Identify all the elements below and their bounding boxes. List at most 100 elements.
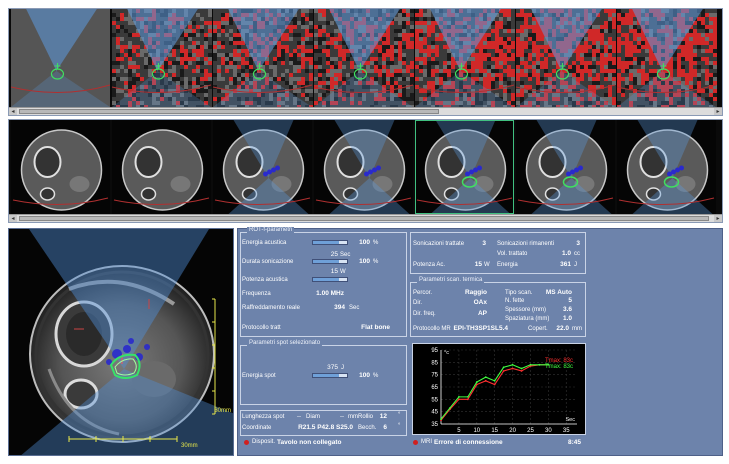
scroll-left-icon[interactable]: ◂	[9, 108, 17, 115]
diam-unit: mm	[348, 414, 358, 420]
durata-above-value: 25	[330, 251, 338, 258]
potenza-ac-unit: W	[484, 262, 490, 268]
potenza-acustica-label: Potenza acustica	[242, 277, 288, 283]
durata-above-unit: Sec	[340, 252, 351, 258]
anatomy-thumbnail[interactable]	[11, 120, 110, 214]
protocollo-mr-label: Protocollo MR	[413, 326, 451, 332]
data-point	[484, 376, 487, 379]
data-point	[475, 381, 478, 383]
thermal-map-thumbnails[interactable]	[9, 9, 722, 107]
y-tick-label: 65	[431, 385, 438, 391]
becch-value: 6	[383, 424, 387, 431]
anatomy-thumbnail[interactable]	[213, 120, 312, 214]
y-tick-label: 95	[431, 348, 438, 354]
anatomy-thumbnail[interactable]	[516, 120, 615, 214]
durata-sonicazione-slider[interactable]	[312, 259, 348, 264]
data-point	[449, 407, 451, 409]
copert-unit: mm	[572, 326, 582, 332]
protocollo-mr-value: EPI-TH3SP1SL5.4	[453, 325, 508, 332]
anatomy-thumbnail[interactable]	[415, 120, 514, 214]
energia-spot-above-value: 375	[327, 364, 338, 371]
dir-label: Dir.	[413, 300, 422, 306]
spaziatura-label: Spaziatura (mm)	[505, 316, 550, 322]
energia-label: Energia	[497, 262, 518, 268]
y-tick-label: 45	[431, 410, 438, 416]
thermal-thumbnail[interactable]	[414, 9, 515, 107]
durata-sonicazione-value: 100	[359, 258, 370, 265]
scroll-left-icon[interactable]: ◂	[9, 215, 17, 222]
group-title: Parametri scan. termica	[417, 277, 485, 283]
scale-label-horizontal: 30mm	[181, 443, 198, 449]
thermal-strip-scrollbar[interactable]: ◂ ▸	[9, 107, 722, 115]
vol-trattato-unit: cc	[574, 251, 580, 257]
scroll-right-icon[interactable]: ▸	[714, 108, 722, 115]
energia-acustica-slider[interactable]	[312, 240, 348, 245]
legend-entry: Tmax: 83c	[545, 364, 573, 370]
y-tick-label: 75	[431, 373, 438, 379]
x-tick-label: 30	[545, 428, 552, 434]
scroll-thumb[interactable]	[19, 109, 439, 114]
thermal-thumbnail[interactable]	[616, 9, 717, 107]
spessore-value: 3.6	[562, 306, 572, 313]
potenza-acustica-slider[interactable]	[312, 277, 348, 282]
thermal-thumbnail[interactable]	[313, 9, 414, 107]
data-point	[493, 383, 496, 386]
anatomy-thumbnail[interactable]	[617, 120, 716, 214]
temperature-chart-plot: 35 45 55 65 75 85 95 5 10 15 20 25 30 35 °c Sec Tmax: 83…	[431, 348, 577, 434]
thermal-thumbnail[interactable]	[111, 9, 212, 107]
main-mr-view[interactable]: 30mm 30mm	[8, 228, 234, 456]
energia-spot-above-unit: J	[341, 365, 344, 371]
y-axis-label: °c	[444, 350, 449, 356]
data-point	[493, 379, 496, 382]
frequenza-label: Frequenza	[242, 291, 271, 297]
scale-label-vertical: 30mm	[214, 408, 231, 414]
data-point	[457, 398, 460, 401]
beam-cone-top	[29, 229, 209, 369]
mri-status-icon	[413, 440, 418, 445]
data-point	[529, 365, 532, 367]
scroll-thumb[interactable]	[19, 216, 709, 221]
vol-trattato-label: Vol. trattato	[497, 251, 528, 257]
protocollo-tratt-label: Protocollo tratt	[242, 325, 281, 331]
anatomy-slice-strip[interactable]: ◂ ▸	[8, 119, 723, 223]
mr-slice-image[interactable]	[9, 229, 234, 456]
energia-spot-slider[interactable]	[312, 373, 348, 378]
spot-info-group	[240, 410, 407, 436]
scroll-right-icon[interactable]: ▸	[714, 215, 722, 222]
x-tick-label: 5	[457, 428, 461, 434]
potenza-above-value: 15	[330, 268, 338, 275]
rollio-unit: °	[398, 412, 401, 418]
thermal-thumbnail[interactable]	[212, 9, 313, 107]
becch-label: Becch.	[358, 425, 377, 431]
mri-label: MRI	[421, 439, 432, 445]
spessore-label: Spessore (mm)	[505, 307, 547, 313]
treatment-stats-group	[410, 232, 586, 274]
potenza-above-unit: W	[340, 269, 346, 275]
slider-fill	[313, 278, 339, 281]
percor-label: Percor.	[413, 290, 433, 296]
data-point	[511, 367, 514, 370]
n-fette-value: 5	[568, 297, 572, 304]
spaziatura-value: 1.0	[562, 315, 572, 322]
energia-value: 361	[560, 261, 571, 268]
anatomy-strip-scrollbar[interactable]: ◂ ▸	[9, 214, 722, 222]
anatomy-thumbnail[interactable]	[112, 120, 211, 214]
thermal-thumbnail[interactable]	[515, 9, 616, 107]
slider-fill	[313, 260, 339, 263]
raffreddamento-unit: Sec	[349, 305, 360, 311]
copert-label: Copert.	[528, 326, 548, 332]
thermal-thumbnail[interactable]	[10, 9, 111, 107]
data-point	[440, 419, 442, 422]
durata-sonicazione-label: Durata sonicazione	[242, 259, 294, 265]
anatomy-thumbnail[interactable]	[314, 120, 413, 214]
lunghezza-value: --	[297, 414, 301, 420]
disposit-label: Disposit.	[252, 439, 276, 445]
slider-fill	[313, 374, 339, 377]
lunghezza-label: Lunghezza spot	[242, 414, 285, 420]
anatomy-slice-thumbnails[interactable]	[9, 120, 722, 214]
y-tick-label: 85	[431, 360, 438, 366]
diam-value: --	[340, 414, 344, 420]
x-tick-label: 35	[563, 428, 570, 434]
sonicazioni-trattate-value: 3	[482, 240, 486, 247]
thermal-map-strip[interactable]: ◂ ▸	[8, 8, 723, 116]
